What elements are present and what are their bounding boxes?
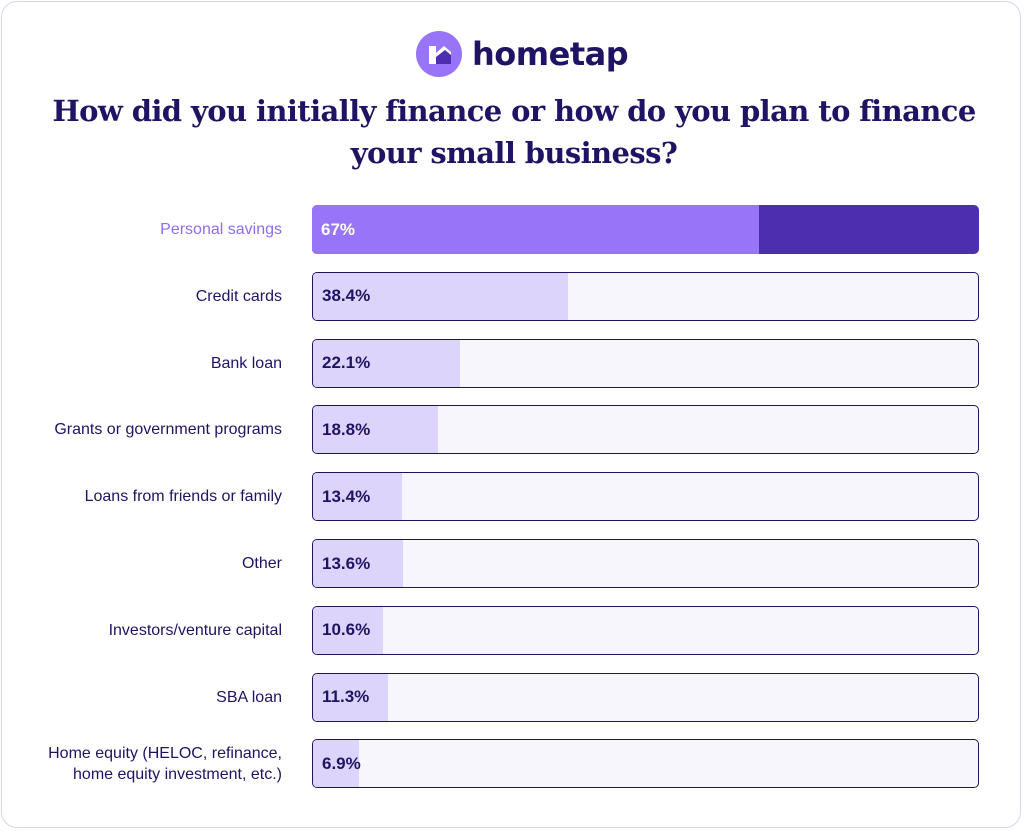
bar-row: Grants or government programs 18.8%: [0, 405, 1024, 455]
bar-track: 11.3%: [312, 672, 979, 722]
bar-track: 38.4%: [312, 271, 979, 321]
bar-row: Credit cards 38.4%: [0, 271, 1024, 321]
bar-row: Other 13.6%: [0, 539, 1024, 588]
value-label: 18.8%: [322, 419, 371, 439]
chart-title: How did you initially finance or how do …: [52, 94, 976, 170]
value-label: 13.6%: [322, 553, 371, 573]
bar-track: 10.6%: [312, 605, 979, 655]
bar: [313, 740, 359, 788]
bar: [313, 606, 384, 654]
category-label: Home equity (HELOC, refinance, home equi…: [48, 744, 282, 783]
bar: [313, 406, 439, 454]
bar-row: Loans from friends or family 13.4%: [0, 472, 1024, 522]
category-label: Grants or government programs: [54, 421, 282, 439]
value-label: 13.4%: [322, 486, 371, 506]
bar: [313, 339, 460, 387]
category-label: Credit cards: [195, 287, 282, 305]
house-logo-icon: [416, 31, 462, 77]
bar-row: Home equity (HELOC, refinance, home equi…: [0, 739, 1024, 789]
category-label: SBA loan: [216, 688, 282, 706]
bar-track: 6.9%: [312, 739, 979, 789]
category-label: Investors/venture capital: [108, 621, 282, 639]
category-label: Bank loan: [210, 354, 282, 372]
bar-track: 67%: [312, 205, 979, 254]
value-label: 6.9%: [322, 753, 361, 773]
brand-wordmark: hometap: [472, 35, 629, 73]
bar: [313, 473, 403, 521]
bar-track: 13.6%: [312, 539, 979, 588]
value-label: 10.6%: [322, 620, 371, 640]
bar: [313, 673, 389, 721]
category-label: Loans from friends or family: [84, 488, 282, 506]
value-label: 22.1%: [322, 353, 371, 373]
bar-row: Bank loan 22.1%: [0, 338, 1024, 388]
bar: [313, 540, 404, 587]
value-label: 38.4%: [322, 286, 371, 306]
value-label: 11.3%: [322, 687, 370, 707]
bar: [312, 205, 759, 254]
value-label: 67%: [321, 219, 356, 239]
bar-row: SBA loan 11.3%: [0, 672, 1024, 722]
hometap-logo: hometap: [416, 30, 629, 78]
bar-row: Investors/venture capital 10.6%: [0, 605, 1024, 655]
bar-track: 13.4%: [312, 472, 979, 522]
category-label: Other: [241, 555, 282, 572]
bar-track: 18.8%: [312, 405, 979, 455]
bar-track: 22.1%: [312, 338, 979, 388]
bar-row: Personal savings 67%: [0, 205, 1024, 254]
category-label: Personal savings: [160, 221, 282, 238]
bar: [313, 272, 569, 320]
